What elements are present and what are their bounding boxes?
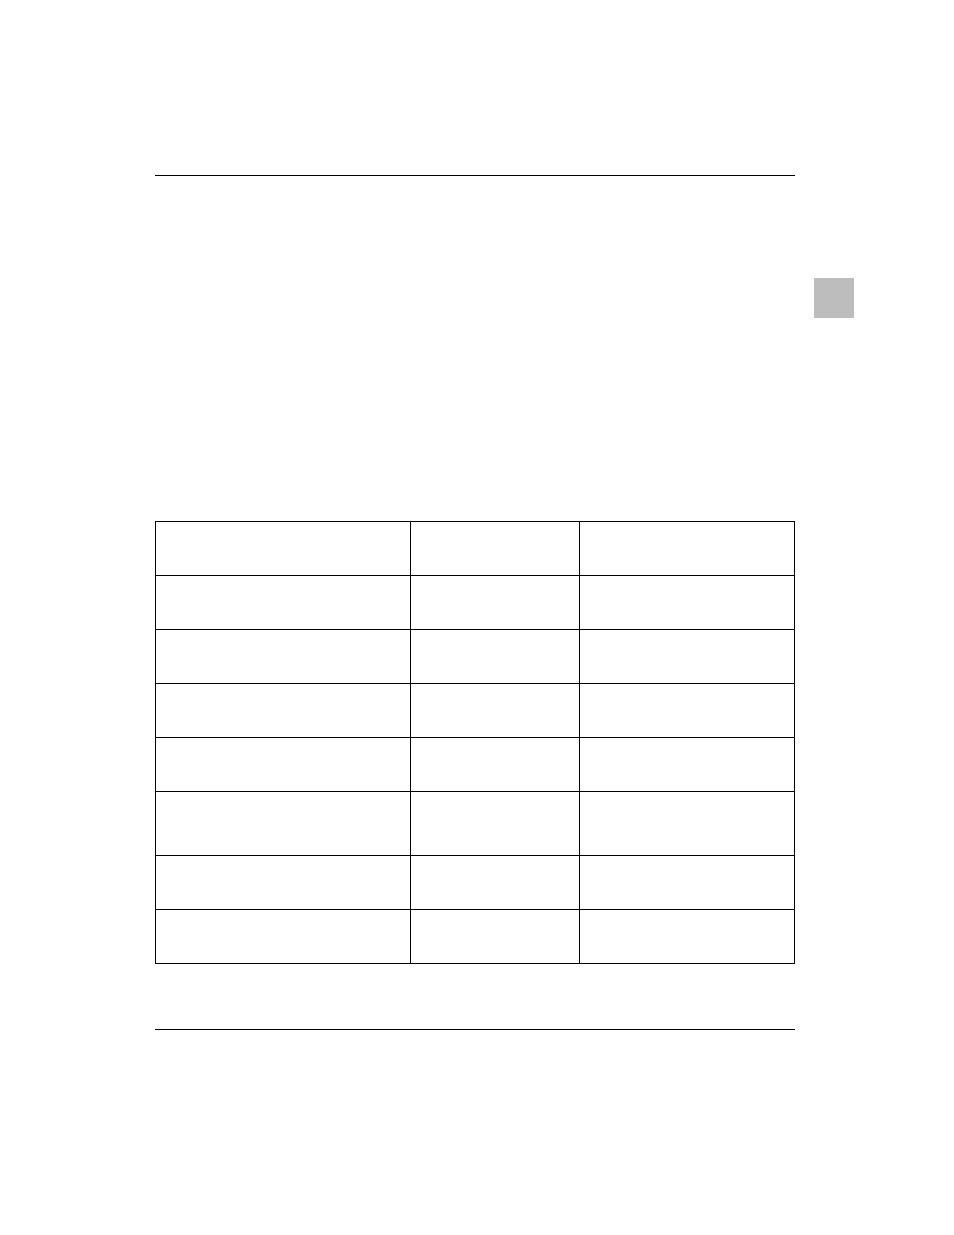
table-body bbox=[156, 522, 795, 964]
table-cell bbox=[410, 910, 580, 964]
table-cell bbox=[580, 792, 795, 856]
table-cell bbox=[410, 684, 580, 738]
table-row bbox=[156, 856, 795, 910]
table-cell bbox=[580, 738, 795, 792]
table-container bbox=[155, 521, 795, 964]
table-cell bbox=[156, 630, 411, 684]
table-cell bbox=[410, 630, 580, 684]
table-cell bbox=[410, 792, 580, 856]
table-row bbox=[156, 522, 795, 576]
table-cell bbox=[156, 576, 411, 630]
side-tab-marker bbox=[814, 278, 854, 318]
table-cell bbox=[156, 738, 411, 792]
table-cell bbox=[156, 792, 411, 856]
table-cell bbox=[580, 684, 795, 738]
table-cell bbox=[410, 522, 580, 576]
table-cell bbox=[410, 738, 580, 792]
table-row bbox=[156, 910, 795, 964]
table-row bbox=[156, 738, 795, 792]
table-cell bbox=[410, 856, 580, 910]
data-table bbox=[155, 521, 795, 964]
table-cell bbox=[580, 576, 795, 630]
top-rule bbox=[155, 175, 795, 176]
page-content bbox=[155, 175, 795, 1030]
table-cell bbox=[580, 630, 795, 684]
table-row bbox=[156, 630, 795, 684]
table-cell bbox=[580, 522, 795, 576]
table-cell bbox=[156, 684, 411, 738]
table-cell bbox=[156, 856, 411, 910]
table-cell bbox=[580, 910, 795, 964]
table-row bbox=[156, 684, 795, 738]
table-cell bbox=[580, 856, 795, 910]
table-cell bbox=[156, 522, 411, 576]
table-row bbox=[156, 576, 795, 630]
table-cell bbox=[156, 910, 411, 964]
table-cell bbox=[410, 576, 580, 630]
table-row bbox=[156, 792, 795, 856]
bottom-rule bbox=[155, 1029, 795, 1030]
